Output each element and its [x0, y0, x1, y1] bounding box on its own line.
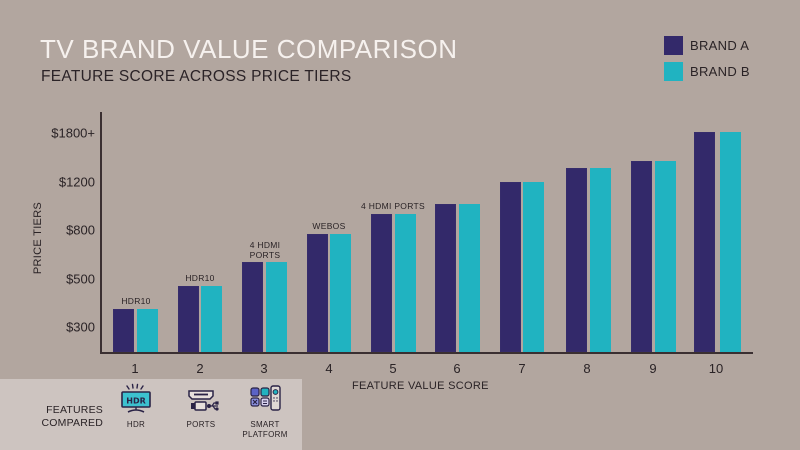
- x-tick-label: 7: [518, 361, 526, 376]
- features-panel: FEATURES COMPARED HDR HDR: [0, 379, 302, 450]
- x-tick-label: 9: [649, 361, 657, 376]
- legend-label-brand-b: BRAND B: [690, 64, 750, 79]
- x-tick-label: 8: [583, 361, 591, 376]
- bar-brand-a-2: [178, 286, 199, 352]
- bar-brand-b-6: [459, 204, 480, 352]
- y-tick-label: $500: [66, 271, 95, 287]
- bar-annotation-5: 4 HDMI PORTS: [361, 201, 425, 211]
- ports-hdmi-usb-icon: [171, 383, 231, 415]
- bar-brand-b-2: [201, 286, 222, 352]
- bar-brand-b-5: [395, 214, 416, 352]
- legend: BRAND A BRAND B: [664, 36, 750, 89]
- feature-smart-platform: SMART PLATFORM: [235, 383, 295, 440]
- bar-brand-a-10: [694, 132, 715, 352]
- bar-brand-b-10: [720, 132, 741, 352]
- x-axis-line: [100, 352, 753, 354]
- bar-annotation-4: WEBOS: [312, 221, 346, 231]
- bar-brand-b-8: [590, 168, 611, 352]
- bar-brand-a-5: [371, 214, 392, 352]
- hdr-tv-icon: HDR: [106, 383, 166, 415]
- bar-annotation-3-line1: 4 HDMI: [249, 240, 281, 250]
- bar-brand-b-3: [266, 262, 287, 352]
- x-tick-label: 10: [708, 361, 724, 376]
- feature-label-platform: PLATFORM: [242, 430, 288, 439]
- bar-brand-b-1: [137, 309, 158, 352]
- bar-brand-a-6: [435, 204, 456, 352]
- features-panel-title: FEATURES COMPARED: [36, 404, 103, 430]
- features-title-line1: FEATURES: [46, 404, 103, 416]
- bar-brand-a-7: [500, 182, 521, 352]
- legend-item-brand-b: BRAND B: [664, 62, 750, 81]
- chart-subtitle: FEATURE SCORE ACROSS PRICE TIERS: [41, 68, 352, 85]
- legend-label-brand-a: BRAND A: [690, 38, 750, 53]
- bar-brand-a-1: [113, 309, 134, 352]
- feature-label-hdr: HDR: [126, 420, 146, 429]
- smart-platform-remote-icon: [235, 383, 295, 415]
- legend-item-brand-a: BRAND A: [664, 36, 750, 55]
- feature-hdr: HDR HDR: [106, 383, 166, 430]
- x-axis-title: FEATURE VALUE SCORE: [352, 380, 489, 392]
- features-title-line2: COMPARED: [41, 417, 103, 429]
- bar-brand-b-7: [523, 182, 544, 352]
- x-tick-label: 5: [389, 361, 397, 376]
- chart-title: TV BRAND VALUE COMPARISON: [40, 34, 458, 64]
- bar-brand-a-4: [307, 234, 328, 352]
- feature-ports: PORTS: [171, 383, 231, 430]
- bar-annotation-1: HDR10: [121, 296, 151, 306]
- y-tick-label: $300: [66, 319, 95, 335]
- bar-annotation-3-line2: PORTS: [249, 250, 281, 260]
- y-tick-label: $1200: [58, 174, 95, 190]
- x-tick-label: 1: [131, 361, 139, 376]
- feature-label-ports: PORTS: [186, 420, 216, 429]
- legend-swatch-brand-a: [664, 36, 683, 55]
- x-tick-label: 4: [325, 361, 333, 376]
- bar-annotation-2: HDR10: [185, 273, 215, 283]
- bar-brand-a-8: [566, 168, 587, 352]
- y-tick-label: $1800+: [51, 125, 95, 141]
- bar-brand-b-9: [655, 161, 676, 352]
- bar-brand-a-3: [242, 262, 263, 352]
- bar-brand-b-4: [330, 234, 351, 352]
- x-tick-label: 3: [260, 361, 268, 376]
- y-tick-label: $800: [66, 222, 95, 238]
- y-axis-line: [100, 112, 102, 353]
- feature-label-smart-platform: SMART PLATFORM: [235, 420, 295, 440]
- svg-text:HDR: HDR: [126, 397, 146, 406]
- y-axis-title: PRICE TIERS: [32, 201, 44, 275]
- legend-swatch-brand-b: [664, 62, 683, 81]
- bar-brand-a-9: [631, 161, 652, 352]
- x-tick-label: 6: [453, 361, 461, 376]
- x-tick-label: 2: [196, 361, 204, 376]
- feature-label-smart: SMART: [250, 420, 280, 429]
- bar-annotation-3: 4 HDMI PORTS: [230, 240, 300, 260]
